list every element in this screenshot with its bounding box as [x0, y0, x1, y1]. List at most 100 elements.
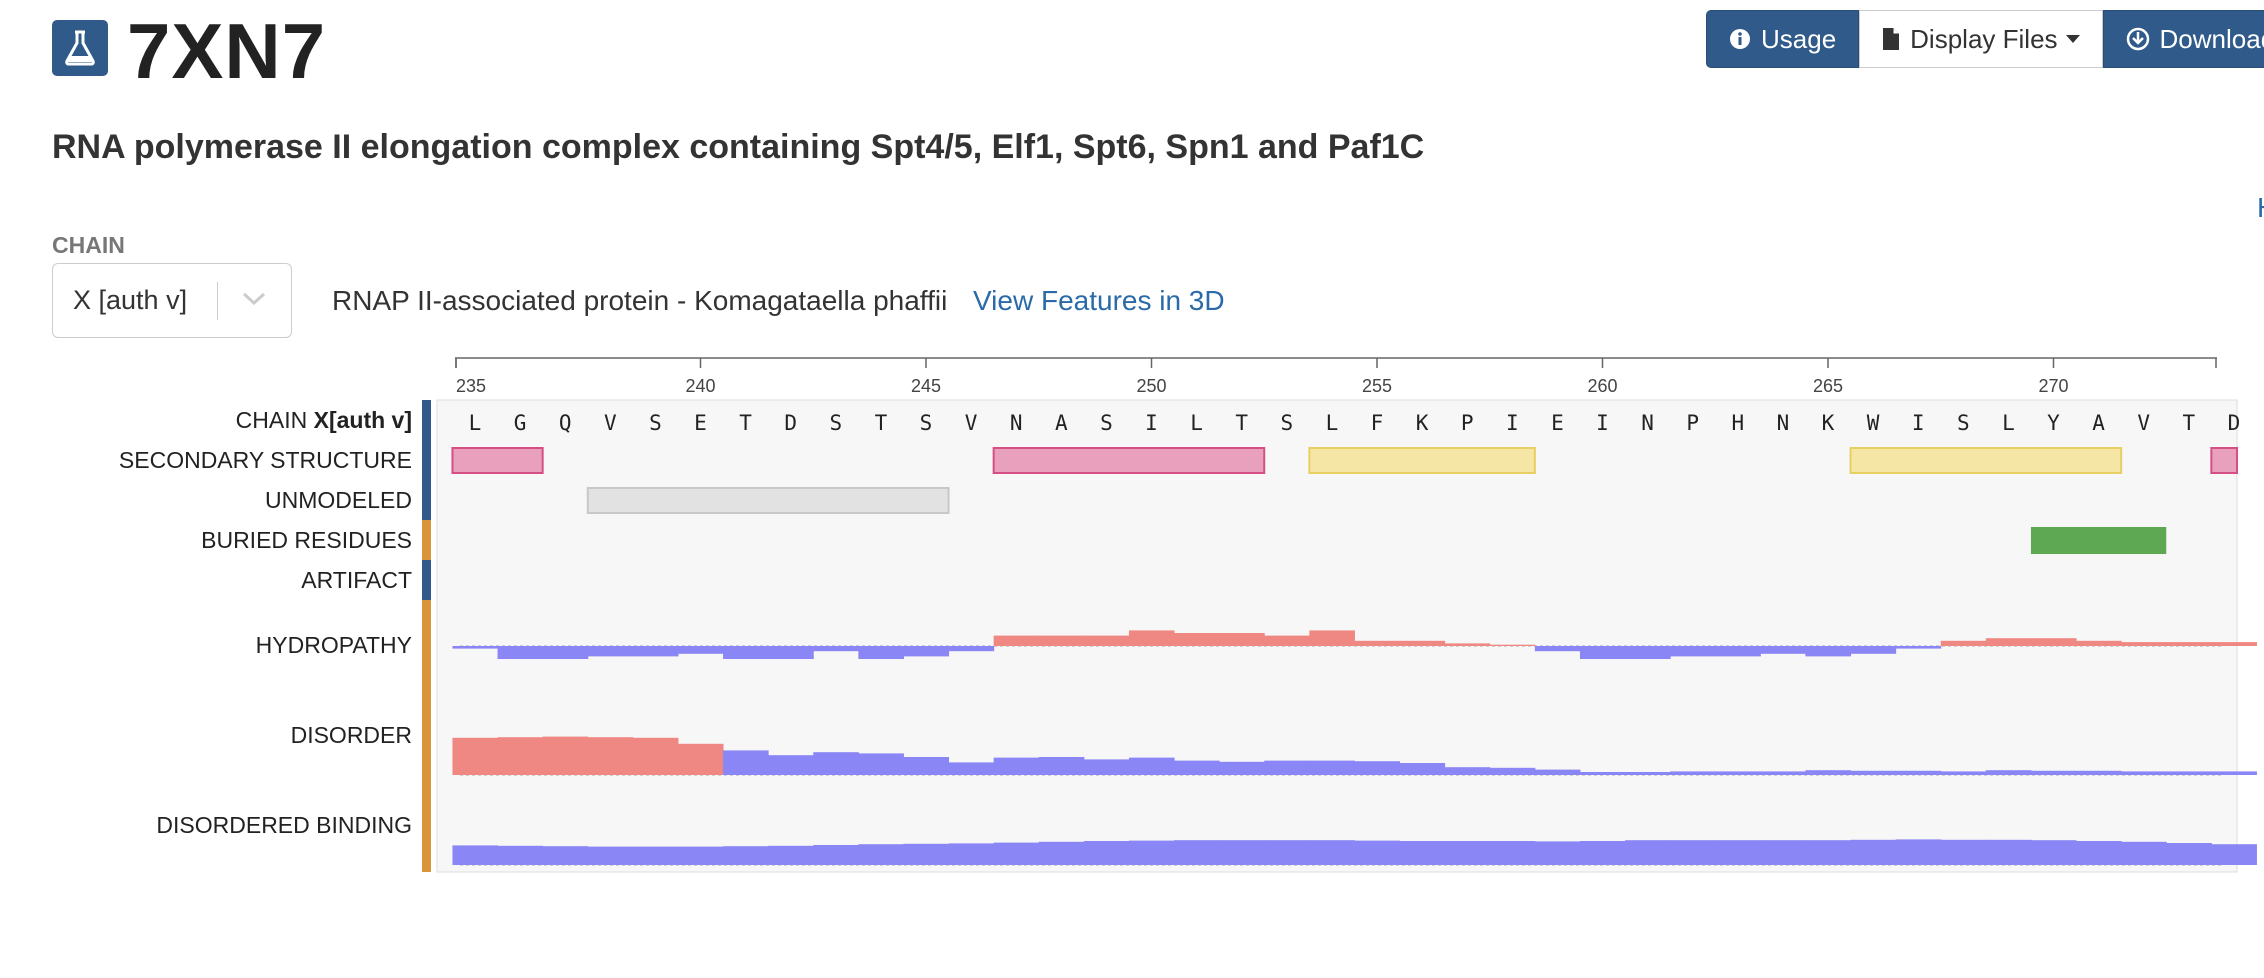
disorder-bar: [2076, 770, 2122, 775]
sequence-residue: A: [2092, 411, 2105, 435]
disorder-bar: [993, 757, 1040, 775]
sequence-residue: T: [739, 411, 752, 435]
edge-link[interactable]: H: [2257, 192, 2264, 224]
disordered-binding-bar: [858, 844, 904, 865]
disordered-binding-bar: [2030, 840, 2077, 865]
disordered-binding-bar: [632, 846, 679, 865]
disordered-binding-bar: [1309, 840, 1355, 865]
disordered-binding-bar: [2121, 841, 2167, 865]
disordered-binding-bar: [2166, 843, 2212, 865]
track-marker: [422, 400, 431, 440]
axis-tick-label: 240: [685, 376, 715, 396]
flask-icon: [65, 30, 95, 66]
disordered-binding-bar: [1128, 840, 1175, 865]
unmodeled-segment: [586, 487, 950, 514]
download-files-button[interactable]: Download Fil: [2102, 10, 2264, 68]
sequence-residue: T: [2182, 411, 2195, 435]
disordered-binding-bar: [1985, 839, 2032, 865]
sequence-residue: L: [1326, 411, 1339, 435]
disorder-bar: [632, 737, 679, 775]
caret-down-icon: [2065, 34, 2080, 44]
disorder-bar: [903, 757, 950, 775]
disorder-bar: [1895, 770, 1942, 775]
disordered-binding-bar: [542, 846, 589, 865]
hydropathy-bar: [2121, 642, 2167, 646]
helix-segment: [2210, 447, 2239, 474]
hydropathy-bar: [768, 646, 814, 659]
disorder-bar: [1850, 770, 1897, 775]
hydropathy-bar: [813, 646, 859, 652]
track-label-disordered-binding: DISORDERED BINDING: [156, 812, 412, 838]
chain-select[interactable]: X [auth v]: [52, 263, 292, 338]
sequence-residue: S: [1957, 411, 1970, 435]
track-marker: [422, 600, 431, 690]
download-files-label: Download Fil: [2159, 23, 2264, 54]
usage-button[interactable]: Usage: [1706, 10, 1860, 68]
disorder-bar: [723, 750, 769, 775]
disordered-binding-bar: [1895, 839, 1942, 865]
hydropathy-bar: [632, 646, 679, 657]
sequence-residue: L: [2002, 411, 2015, 435]
disordered-binding-bar: [677, 846, 724, 865]
entry-logo: [52, 20, 108, 76]
disordered-binding-bar: [1219, 840, 1265, 865]
sequence-residue: I: [1145, 411, 1158, 435]
hydropathy-bar: [903, 646, 950, 657]
track-marker: [422, 780, 431, 872]
hydropathy-bar: [2030, 638, 2077, 646]
hydropathy-bar: [858, 646, 904, 659]
disorder-bar: [1579, 772, 1626, 775]
strand-segment: [1308, 447, 1536, 474]
disorder-bar: [2166, 771, 2212, 775]
sequence-residue: P: [1461, 411, 1474, 435]
disordered-binding-bar: [1174, 840, 1220, 865]
hydropathy-bar: [993, 635, 1040, 646]
sequence-residue: G: [514, 411, 527, 435]
sequence-residue: I: [1912, 411, 1925, 435]
sequence-residue: V: [604, 411, 617, 435]
disorder-bar: [542, 736, 589, 775]
download-circle-icon: [2126, 27, 2150, 51]
chevron-down-icon[interactable]: [241, 290, 267, 313]
view-features-3d-link[interactable]: View Features in 3D: [973, 285, 1225, 316]
disordered-binding-bar: [1354, 840, 1401, 865]
disordered-binding-bar: [948, 843, 995, 865]
track-marker: [422, 690, 431, 780]
disordered-binding-bar: [497, 845, 544, 865]
helix-segment: [992, 447, 1266, 474]
disorder-bar: [1444, 767, 1491, 775]
sequence-residue: N: [1641, 411, 1654, 435]
sequence-residue: S: [1280, 411, 1293, 435]
disorder-bar: [1985, 770, 2032, 775]
sequence-residue: Y: [2047, 411, 2060, 435]
display-files-button[interactable]: Display Files: [1859, 10, 2103, 68]
hydropathy-bar: [2076, 640, 2122, 646]
sequence-residue: P: [1686, 411, 1699, 435]
hydropathy-bar: [542, 646, 589, 659]
sequence-residue: S: [649, 411, 662, 435]
hydropathy-bar: [2166, 642, 2212, 646]
hydropathy-bar: [1715, 646, 1761, 657]
track-marker: [422, 480, 431, 520]
disorder-bar: [1399, 763, 1446, 775]
sequence-residue: E: [1551, 411, 1564, 435]
axis-tick-label: 250: [1136, 376, 1166, 396]
display-files-label: Display Files: [1910, 23, 2058, 54]
helix-segment: [451, 447, 544, 474]
hydropathy-bar: [948, 646, 995, 652]
sequence-residue: I: [1506, 411, 1519, 435]
disorder-bar: [948, 762, 995, 775]
sequence-residue: S: [920, 411, 933, 435]
hydropathy-bar: [1083, 635, 1130, 646]
disordered-binding-bar: [587, 846, 634, 865]
buried-residue-segment: [2030, 527, 2167, 554]
hydropathy-bar: [1670, 646, 1716, 657]
disorder-bar: [1083, 759, 1130, 775]
hydropathy-bar: [1940, 640, 1987, 646]
disordered-binding-bar: [1534, 841, 1581, 865]
hydropathy-bar: [1850, 646, 1897, 654]
disordered-binding-bar: [813, 845, 859, 865]
sequence-residue: Q: [559, 411, 572, 435]
track-label-unmodeled: UNMODELED: [265, 487, 412, 513]
